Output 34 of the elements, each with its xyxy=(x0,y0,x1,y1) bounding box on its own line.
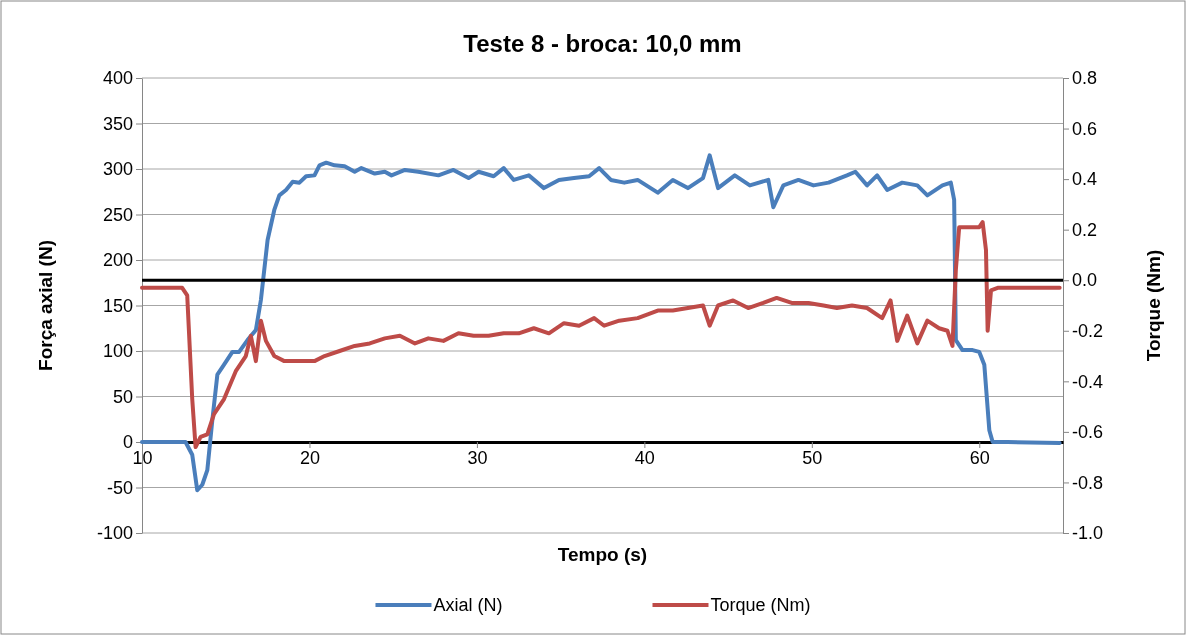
y2-tick-label: 0.6 xyxy=(1072,118,1098,139)
y-tick-label: 50 xyxy=(112,386,133,407)
y-tick-label: 150 xyxy=(102,295,133,316)
x-tick-label: 60 xyxy=(969,447,990,468)
y2-tick-label: -0.4 xyxy=(1072,371,1104,392)
y2-tick-label: 0.8 xyxy=(1072,68,1098,89)
y2-tick-label: 0.0 xyxy=(1072,270,1098,291)
y2-tick-label: -0.2 xyxy=(1072,321,1104,342)
y-tick-label: 300 xyxy=(102,159,133,180)
line-series xyxy=(140,220,1062,450)
x-tick-label: 30 xyxy=(467,447,488,468)
y2-tick-label: -0.6 xyxy=(1072,422,1104,443)
x-tick-label: 50 xyxy=(802,447,823,468)
y2-tick-label: -0.8 xyxy=(1072,472,1104,493)
y-tick-label: 250 xyxy=(102,204,133,225)
y-tick-label: 400 xyxy=(102,68,133,89)
y2-tick-label: 0.2 xyxy=(1072,219,1098,240)
x-tick-label: 10 xyxy=(132,447,153,468)
x-tick-label: 20 xyxy=(299,447,320,468)
legend-label: Axial (N) xyxy=(433,595,503,615)
y-tick-label: 350 xyxy=(102,113,133,134)
y2-tick-label: 0.4 xyxy=(1072,169,1098,190)
x-tick-label: 40 xyxy=(634,447,655,468)
y-tick-label: 200 xyxy=(102,250,133,271)
y-tick-label: 0 xyxy=(122,432,133,453)
legend-label: Torque (Nm) xyxy=(710,595,811,615)
y-axis-title: Força axial (N) xyxy=(35,240,56,371)
y-tick-label: -50 xyxy=(106,477,133,498)
y2-tick-label: -1.0 xyxy=(1072,523,1104,544)
chart-title: Teste 8 - broca: 10,0 mm xyxy=(463,30,742,57)
y-tick-label: 100 xyxy=(102,341,133,362)
y2-axis-title: Torque (Nm) xyxy=(1143,249,1164,362)
y-tick-label: -100 xyxy=(96,523,133,544)
x-axis-title: Tempo (s) xyxy=(557,544,648,565)
